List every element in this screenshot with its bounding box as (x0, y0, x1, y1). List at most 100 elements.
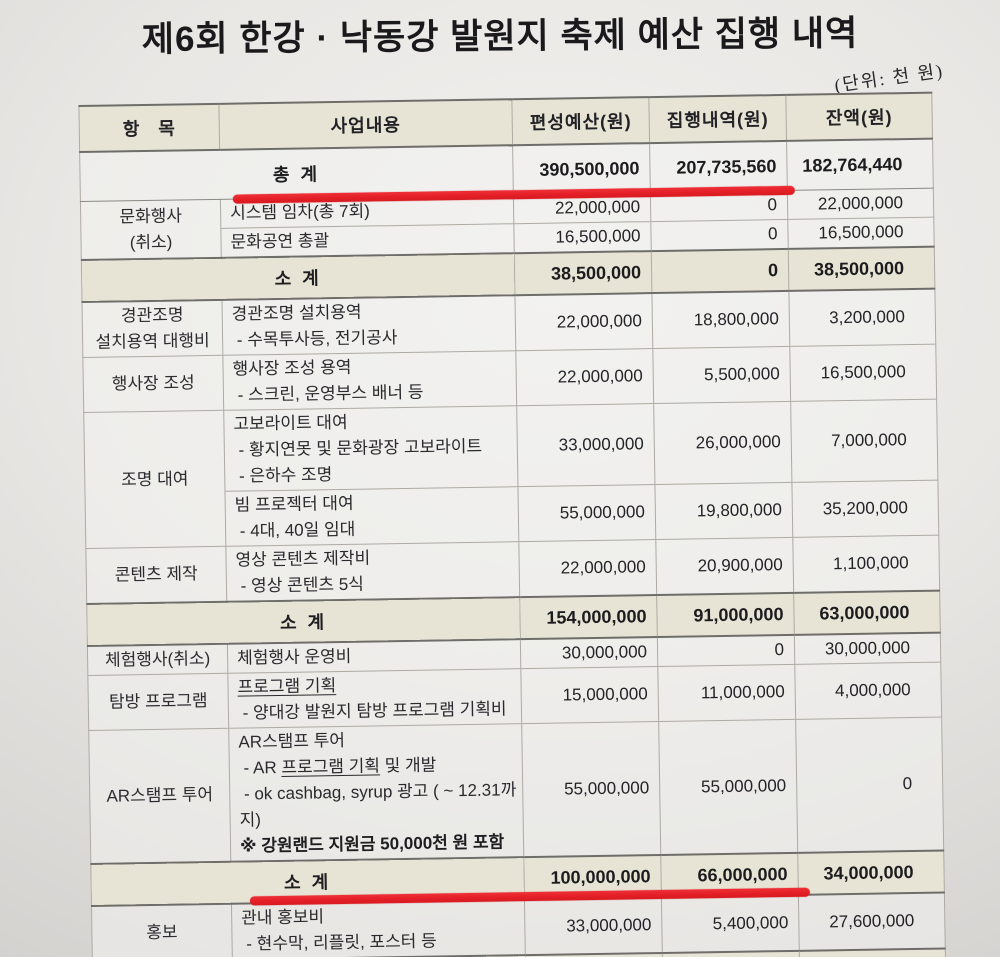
column-header: 집행내역(원) (648, 94, 787, 144)
amount-cell: 0 (651, 248, 789, 294)
content-line: - ok cashbag, syrup 광고 ( ~ 12.31까지) (239, 780, 517, 830)
amount-cell: 207,735,560 (649, 140, 788, 193)
table-row: AR스탬프 투어 AR스탬프 투어 - AR 프로그램 기획 및 개발 - ok … (88, 717, 944, 864)
amount-cell: 19,800,000 (654, 482, 793, 540)
content-cell: 프로그램 기획 - 양대강 발원지 탐방 프로그램 기획비 (227, 668, 522, 729)
category-line: 문화행사 (119, 205, 183, 226)
category-cell: 행사장 조성 (82, 355, 224, 413)
amount-cell: 22,000,000 (518, 539, 657, 598)
summary-label: 총 계 (79, 145, 514, 202)
amount-cell: 38,500,000 (788, 246, 935, 291)
underlined-text: 프로그램 기획 (281, 756, 381, 777)
table-area: 항 목 사업내용 편성예산(원) 집행내역(원) 잔액(원) 총 계 390,500,00… (78, 91, 952, 957)
content-line: 체험행사 운영비 (236, 646, 352, 668)
category-cell: 홍보 (91, 903, 233, 957)
content-line: - 영상 콘텐츠 5식 (235, 574, 364, 596)
summary-label: 소 계 (90, 857, 525, 906)
amount-cell: 1,100,000 (792, 535, 940, 593)
column-header: 편성예산(원) (511, 97, 650, 146)
content-line: 문화공연 총괄 (230, 231, 330, 252)
content-line: - 현수막, 리플릿, 포스터 등 (241, 931, 437, 954)
amount-cell: 5,400,000 (661, 894, 800, 953)
amount-cell: 20,900,000 (655, 537, 794, 596)
amount-cell: 22,000,000 (514, 293, 653, 351)
category-cell: 문화행사 (취소) (80, 199, 222, 261)
category-line: 탐방 프로그램 (108, 691, 208, 712)
content-line: - 스크린, 운영부스 배너 등 (232, 382, 424, 405)
category-cell: AR스탬프 투어 (88, 728, 231, 864)
underlined-text: 프로그램 기획 (237, 676, 337, 697)
content-cell: 행사장 조성 용역 - 스크린, 운영부스 배너 등 (222, 350, 517, 411)
amount-cell: 7,000,000 (790, 399, 938, 483)
amount-cell: 33,000,000 (516, 403, 655, 487)
summary-label: 소 계 (86, 597, 521, 646)
category-line: 행사장 조성 (111, 373, 195, 394)
content-cell: AR스탬프 투어 - AR 프로그램 기획 및 개발 - ok cashbag,… (228, 723, 524, 862)
category-line: 조명 대여 (120, 468, 189, 489)
category-line: 콘텐츠 제작 (114, 564, 198, 585)
amount-cell: 91,000,000 (656, 592, 795, 638)
amount-cell: 33,000,000 (524, 896, 663, 956)
category-line: 경관조명 (120, 305, 184, 326)
table-row: 조명 대여 고보라이트 대여 - 황지연못 및 문화광장 고보라이트 - 은하수 … (83, 399, 938, 549)
category-line: (취소) (129, 232, 173, 252)
amount-cell: 22,000,000 (515, 348, 654, 406)
content-cell: 문화공연 총괄 (220, 223, 515, 258)
amount-cell: 55,000,000 (517, 484, 656, 542)
amount-cell: 35,200,000 (791, 480, 939, 538)
category-cell: 체험행사(취소) (87, 643, 228, 676)
amount-cell: 154,000,000 (519, 595, 658, 640)
amount-cell: 22,000,000 (787, 188, 934, 220)
amount-cell: 11,000,000 (657, 664, 796, 722)
column-header: 잔액(원) (785, 92, 933, 141)
category-line: AR스탬프 투어 (106, 785, 214, 806)
amount-cell: 390,500,000 (512, 143, 651, 195)
amount-cell: 34,000,000 (797, 850, 945, 895)
amount-cell: 5,500,000 (652, 346, 791, 404)
content-line: - 4대, 40일 임대 (234, 519, 356, 541)
amount-cell: 15,000,000 (520, 666, 659, 724)
amount-cell: 5,400,000 (662, 950, 800, 957)
amount-cell: 16,500,000 (789, 344, 937, 402)
content-cell: 고보라이트 대여 - 황지연못 및 문화광장 고보라이트 - 은하수 조명 (223, 405, 518, 492)
amount-cell: 182,764,440 (786, 138, 934, 191)
amount-cell: 16,500,000 (513, 221, 652, 254)
content-cell: 체험행사 운영비 (227, 639, 521, 674)
category-cell: 콘텐츠 제작 (85, 546, 227, 604)
content-line: - 수목투사등, 전기공사 (231, 328, 398, 350)
content-line: - 은하수 조명 (234, 465, 333, 486)
amount-cell: 16,500,000 (787, 217, 935, 249)
category-line: 홍보 (146, 922, 178, 943)
amount-cell: 4,000,000 (794, 662, 942, 720)
content-line: ※ 강원랜드 지원금 50,000천 원 포함 (239, 832, 505, 856)
table-body: 총 계 390,500,000 207,735,560 182,764,440 문화행사… (79, 138, 947, 957)
category-cell: 탐방 프로그램 (87, 673, 229, 731)
amount-cell: 63,000,000 (793, 590, 941, 635)
amount-cell: 27,600,000 (798, 892, 946, 951)
amount-cell: 27,600,000 (799, 948, 946, 957)
amount-cell: 0 (795, 717, 944, 853)
content-cell: 관내 홍보비 - 현수막, 리플릿, 포스터 등 (231, 899, 526, 957)
column-header: 사업내용 (218, 99, 513, 150)
amount-cell: 0 (650, 219, 789, 252)
category-line: 체험행사(취소) (104, 649, 211, 670)
amount-cell: 38,500,000 (514, 251, 652, 296)
column-header: 항 목 (78, 103, 220, 153)
amount-cell: 3,200,000 (788, 288, 936, 347)
amount-cell: 55,000,000 (658, 719, 798, 855)
category-cell: 조명 대여 (83, 410, 226, 549)
category-line: 설치용역 대행비 (95, 331, 210, 352)
summary-label: 소 계 (81, 253, 515, 303)
amount-cell: 26,000,000 (653, 401, 792, 485)
page-title: 제6회 한강 · 낙동강 발원지 축제 예산 집행 내역 (141, 13, 859, 60)
amount-cell: 0 (657, 634, 795, 667)
content-cell: 경관조명 설치용역 - 수목투사등, 전기공사 (221, 295, 516, 356)
budget-table: 항 목 사업내용 편성예산(원) 집행내역(원) 잔액(원) 총 계 390,500,00… (78, 91, 947, 957)
content-line: - 양대강 발원지 탐방 프로그램 기획비 (237, 699, 507, 723)
content-cell: 빔 프로젝터 대여 - 4대, 40일 임대 (224, 486, 519, 547)
amount-cell: 30,000,000 (520, 637, 658, 669)
amount-cell: 18,800,000 (651, 290, 790, 349)
amount-cell: 55,000,000 (521, 721, 661, 858)
